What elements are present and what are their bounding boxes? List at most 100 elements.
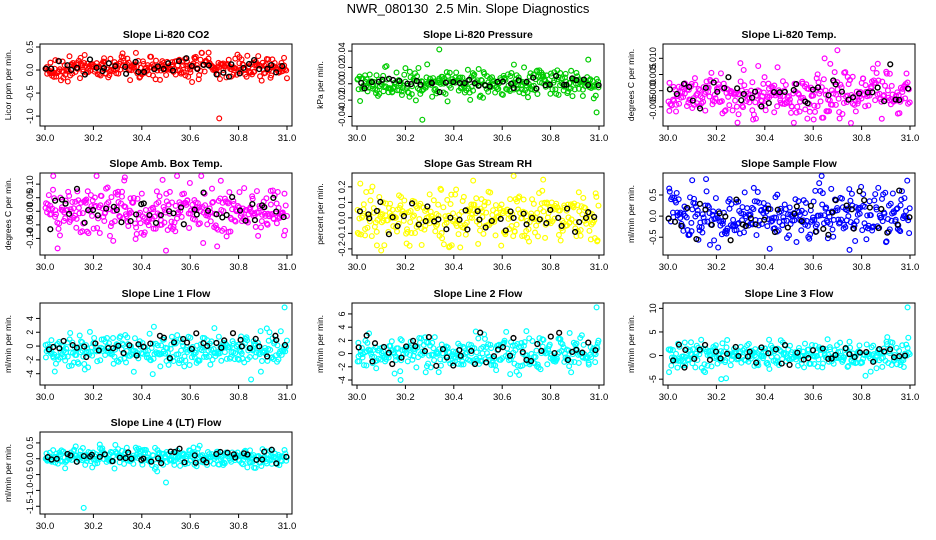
reference-point <box>778 360 785 367</box>
data-point <box>130 460 137 467</box>
data-point <box>207 218 214 225</box>
data-point <box>821 212 828 219</box>
data-point <box>899 88 906 95</box>
reference-point <box>192 459 199 466</box>
data-point <box>120 54 127 61</box>
data-point <box>886 350 893 357</box>
data-point <box>546 341 553 348</box>
data-point <box>493 367 500 374</box>
data-point <box>362 232 369 239</box>
data-point <box>888 82 895 89</box>
reference-point <box>863 348 870 356</box>
panel-6: Slope Sample Flow 30.0 30.2 30.4 30.6 30.8 31.… <box>626 158 919 273</box>
data-point <box>178 356 185 363</box>
reference-point <box>230 451 237 458</box>
reference-point <box>101 451 108 458</box>
data-point <box>822 87 829 94</box>
data-point <box>168 218 175 225</box>
reference-point <box>380 343 388 351</box>
data-point <box>780 217 787 224</box>
reference-point <box>696 200 704 207</box>
reference-point <box>887 346 894 353</box>
plot-frame <box>662 172 916 256</box>
data-point <box>508 70 515 77</box>
reference-point <box>253 456 260 463</box>
reference-point <box>461 79 468 87</box>
x-tick-label: 30.4 <box>445 262 464 273</box>
reference-point <box>204 342 211 350</box>
data-point <box>110 360 117 367</box>
data-point <box>755 62 762 69</box>
reference-point <box>876 345 883 353</box>
x-tick-label: 30.2 <box>84 521 103 532</box>
data-point <box>559 341 566 348</box>
panel-title: Slope Line 2 Flow <box>434 288 524 300</box>
reference-point <box>47 226 54 233</box>
reference-point <box>81 71 89 78</box>
data-point <box>513 221 520 228</box>
data-point <box>488 362 495 369</box>
x-tick-label: 30.2 <box>84 133 103 144</box>
data-point <box>180 69 187 76</box>
y-tick-label: 5 <box>648 329 658 334</box>
reference-point <box>246 345 254 352</box>
reference-point <box>252 335 259 342</box>
reference-point <box>428 80 436 87</box>
y-axis-label: ml/min per min. <box>3 315 13 373</box>
data-point <box>50 73 57 80</box>
data-point <box>856 210 863 217</box>
data-point <box>402 65 409 72</box>
data-point <box>231 217 238 224</box>
y-tick-label: -0.02 <box>337 90 347 111</box>
data-point <box>66 192 73 199</box>
data-point <box>73 351 80 358</box>
data-point-outlier <box>593 304 600 311</box>
data-point <box>811 216 818 223</box>
data-point <box>833 91 840 98</box>
data-point <box>520 196 527 203</box>
data-point <box>906 230 913 237</box>
data-point <box>574 202 581 209</box>
reference-point <box>585 209 592 216</box>
data-point <box>683 103 690 110</box>
x-tick-label: 30.6 <box>804 133 823 144</box>
data-point <box>839 110 846 117</box>
reference-point <box>523 78 530 85</box>
data-point <box>186 179 193 186</box>
data-point <box>80 353 87 360</box>
data-point <box>676 100 683 107</box>
data-point <box>704 362 711 369</box>
data-point <box>154 468 161 475</box>
y-tick-label: 10 <box>648 303 658 313</box>
data-point <box>901 195 908 202</box>
data-point <box>572 219 579 226</box>
data-point <box>580 341 587 348</box>
data-point <box>715 244 722 251</box>
reference-point <box>793 203 800 210</box>
data-point <box>741 82 748 89</box>
reference-point <box>205 62 212 69</box>
data-point <box>426 191 433 198</box>
reference-point <box>115 342 122 349</box>
data-point <box>406 242 413 249</box>
data-point <box>195 76 202 83</box>
data-point <box>360 201 367 208</box>
data-point <box>695 85 702 92</box>
data-point <box>575 359 582 366</box>
data-point <box>532 354 539 361</box>
data-point <box>534 209 541 216</box>
data-point <box>258 77 265 84</box>
x-tick-label: 30.6 <box>493 262 512 273</box>
data-point <box>121 177 128 184</box>
reference-point <box>534 340 541 348</box>
data-point <box>193 463 200 470</box>
reference-point <box>442 79 449 86</box>
data-point <box>447 201 454 208</box>
x-tick-label: 30.0 <box>348 262 367 273</box>
data-point <box>879 363 886 370</box>
data-point <box>463 219 470 226</box>
data-point <box>413 364 420 371</box>
reference-point <box>232 454 239 461</box>
y-tick-label: 0.04 <box>337 42 347 60</box>
data-point <box>76 332 83 339</box>
